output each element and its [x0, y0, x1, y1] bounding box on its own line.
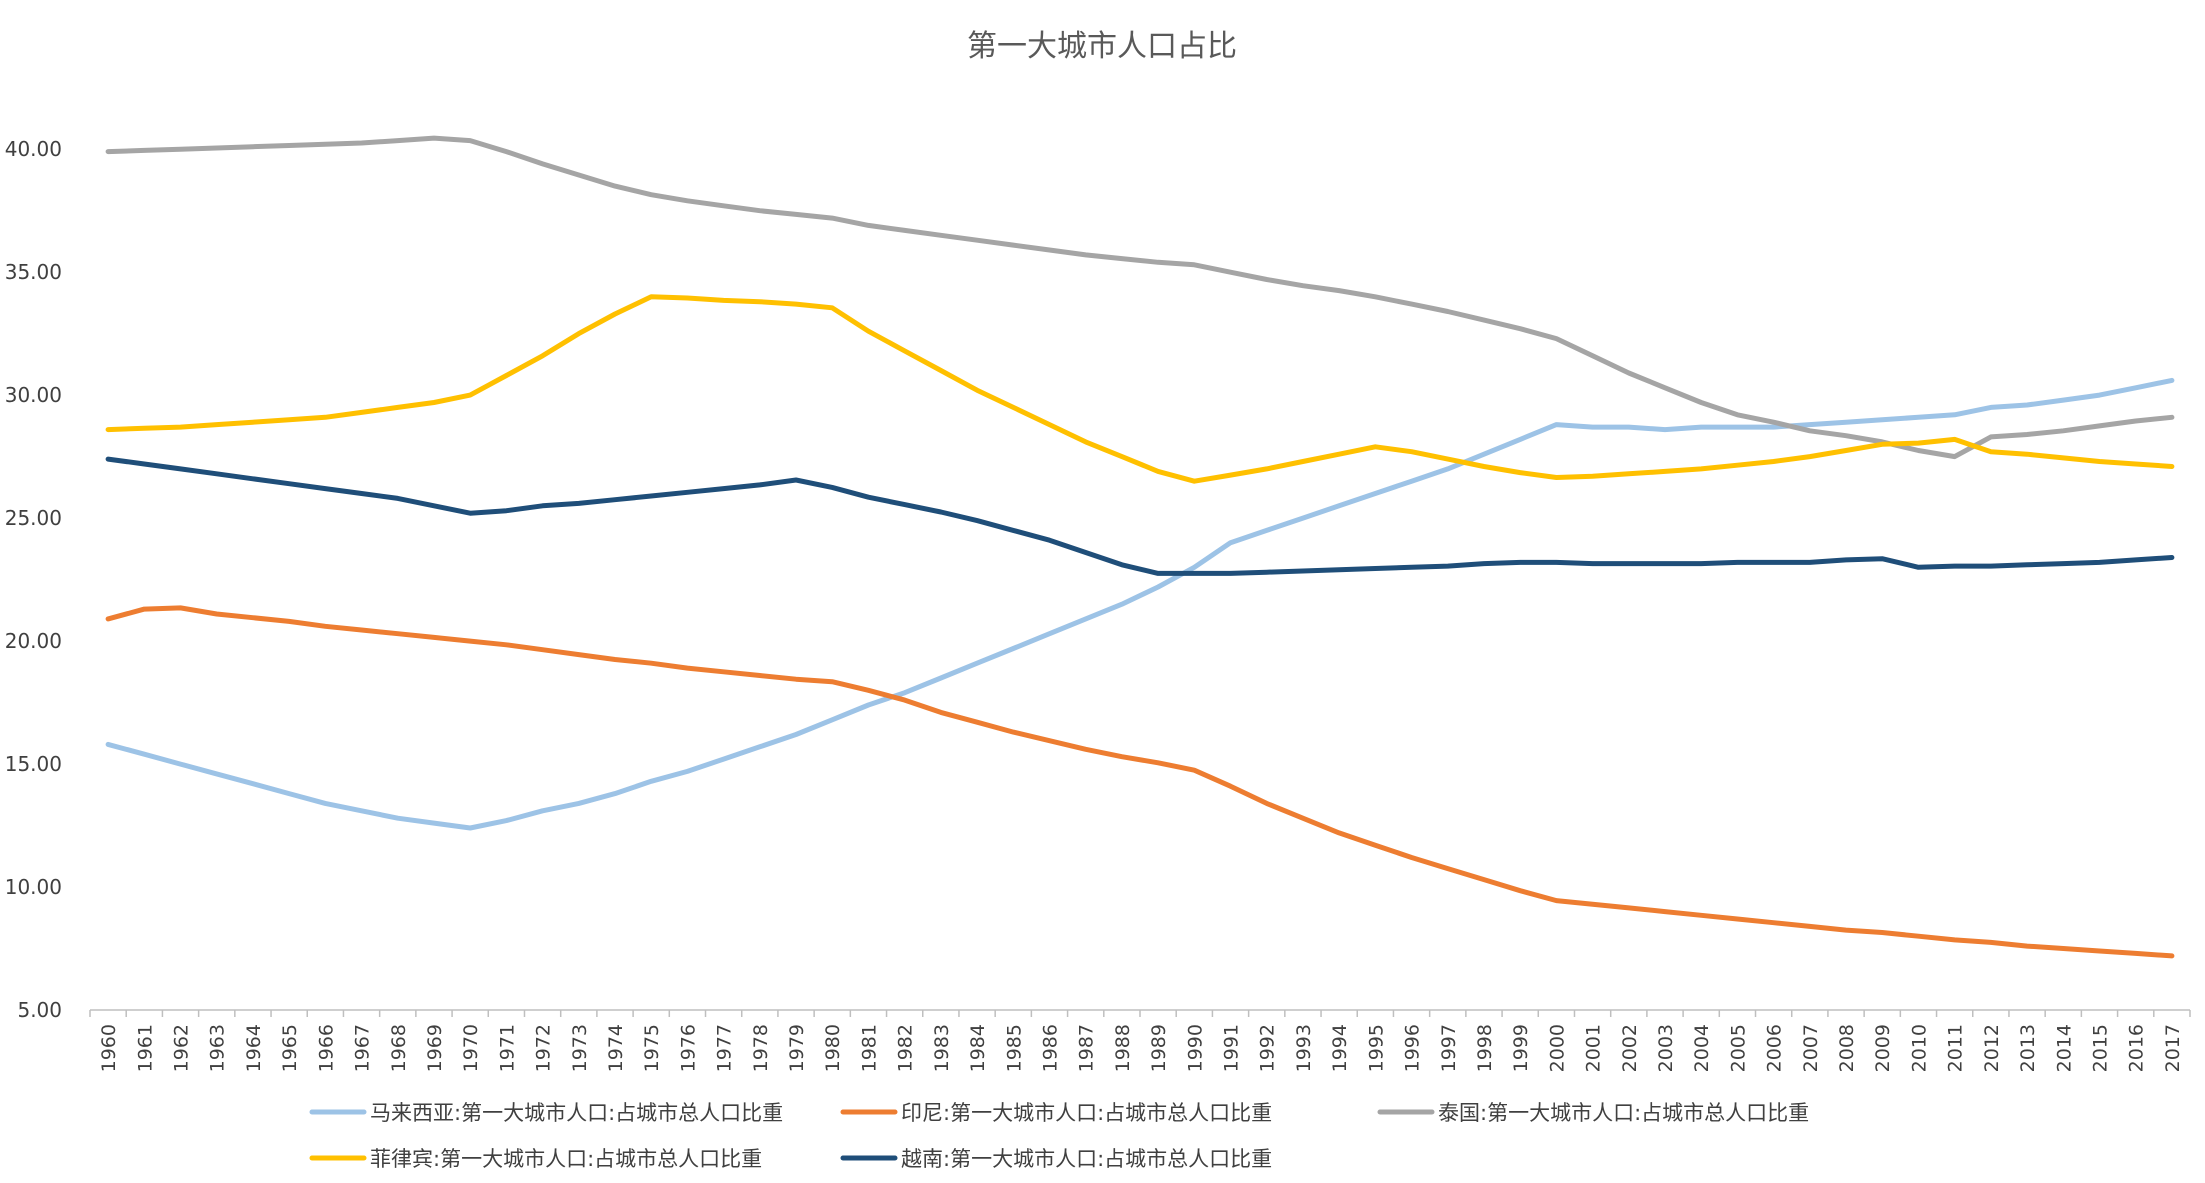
legend-label: 泰国:第一大城市人口:占城市总人口比重 — [1438, 1101, 1809, 1125]
x-tick-label: 1961 — [134, 1024, 156, 1072]
x-tick-label: 1980 — [822, 1024, 844, 1072]
legend-label: 印尼:第一大城市人口:占城市总人口比重 — [901, 1101, 1272, 1125]
x-tick-label: 2006 — [1764, 1024, 1786, 1072]
x-tick-label: 2000 — [1546, 1024, 1568, 1072]
x-tick-label: 2007 — [1800, 1024, 1822, 1072]
x-tick-label: 1960 — [98, 1024, 120, 1072]
x-tick-label: 2003 — [1655, 1024, 1677, 1072]
x-tick-label: 1984 — [967, 1024, 989, 1072]
y-tick-label: 20.00 — [5, 629, 62, 653]
x-tick-label: 2016 — [2126, 1024, 2148, 1072]
x-tick-label: 1992 — [1257, 1024, 1279, 1072]
x-axis: 1960 1961 1962 1963 1964 1965 1966 1967 1968 1969… — [89, 1009, 2191, 1072]
x-tick-label: 1983 — [931, 1024, 953, 1072]
x-tick-label: 2008 — [1836, 1024, 1858, 1072]
legend-label: 马来西亚:第一大城市人口:占城市总人口比重 — [370, 1101, 783, 1125]
x-tick-label: 1963 — [207, 1024, 229, 1072]
x-tick-label: 1969 — [424, 1024, 446, 1072]
x-tick-label: 1977 — [714, 1024, 736, 1072]
x-tick-label: 1987 — [1076, 1024, 1098, 1072]
legend-label: 菲律宾:第一大城市人口:占城市总人口比重 — [370, 1147, 762, 1171]
legend: 马来西亚:第一大城市人口:占城市总人口比重 印尼:第一大城市人口:占城市总人口比重… — [309, 1101, 1809, 1171]
x-tick-label: 1989 — [1148, 1024, 1170, 1072]
y-tick-label: 15.00 — [5, 752, 62, 776]
x-tick-label: 1999 — [1510, 1024, 1532, 1072]
x-tick-label: 1993 — [1293, 1024, 1315, 1072]
x-tick-label: 1995 — [1365, 1024, 1387, 1072]
y-axis: 5.00 10.00 15.00 20.00 25.00 30.00 35.00 40.00 — [5, 137, 62, 1022]
plot-area — [105, 135, 2175, 959]
x-tick-label: 1978 — [750, 1024, 772, 1072]
x-tick-label: 1965 — [279, 1024, 301, 1072]
x-tick-label: 2001 — [1583, 1024, 1605, 1072]
x-tick-label: 2004 — [1691, 1024, 1713, 1072]
x-tick-label: 1979 — [786, 1024, 808, 1072]
x-tick-label: 1982 — [895, 1024, 917, 1072]
x-tick-label: 2014 — [2053, 1024, 2075, 1072]
x-tick-label: 1970 — [460, 1024, 482, 1072]
x-tick-label: 1972 — [533, 1024, 555, 1072]
x-tick-label: 2013 — [2017, 1024, 2039, 1072]
x-tick-label: 1986 — [1039, 1024, 1061, 1072]
y-tick-label: 30.00 — [5, 383, 62, 407]
series-line-5 — [105, 456, 2175, 576]
legend-label: 越南:第一大城市人口:占城市总人口比重 — [901, 1147, 1272, 1171]
x-tick-label: 1988 — [1112, 1024, 1134, 1072]
x-tick-label: 1996 — [1402, 1024, 1424, 1072]
x-tick-label: 1968 — [388, 1024, 410, 1072]
y-tick-label: 5.00 — [17, 998, 62, 1022]
y-tick-label: 35.00 — [5, 260, 62, 284]
series-line-2 — [105, 605, 2175, 959]
x-tick-label: 2005 — [1727, 1024, 1749, 1072]
x-tick-label: 1994 — [1329, 1024, 1351, 1072]
x-tick-label: 2015 — [2089, 1024, 2111, 1072]
x-tick-label: 2011 — [1945, 1024, 1967, 1072]
x-tick-label: 1964 — [243, 1024, 265, 1072]
x-tick-label: 2009 — [1872, 1024, 1894, 1072]
x-tick-label: 2010 — [1908, 1024, 1930, 1072]
x-tick-label: 1991 — [1221, 1024, 1243, 1072]
chart-title: 第一大城市人口占比 — [967, 29, 1237, 64]
x-tick-label: 1976 — [677, 1024, 699, 1072]
series-line-4 — [105, 294, 2175, 484]
x-tick-label: 1971 — [496, 1024, 518, 1072]
x-tick-label: 1962 — [171, 1024, 193, 1072]
y-tick-label: 40.00 — [5, 137, 62, 161]
series-line-1 — [105, 377, 2175, 831]
x-tick-label: 1975 — [641, 1024, 663, 1072]
x-tick-label: 1985 — [1003, 1024, 1025, 1072]
x-tick-label: 1973 — [569, 1024, 591, 1072]
x-tick-label: 2002 — [1619, 1024, 1641, 1072]
x-tick-label: 1967 — [352, 1024, 374, 1072]
y-tick-label: 25.00 — [5, 506, 62, 530]
x-tick-label: 1997 — [1438, 1024, 1460, 1072]
x-tick-label: 2017 — [2162, 1024, 2184, 1072]
x-tick-label: 1966 — [315, 1024, 337, 1072]
x-tick-label: 1974 — [605, 1024, 627, 1072]
x-tick-label: 1981 — [858, 1024, 880, 1072]
y-tick-label: 10.00 — [5, 875, 62, 899]
x-tick-label: 2012 — [1981, 1024, 2003, 1072]
x-tick-label: 1998 — [1474, 1024, 1496, 1072]
x-tick-label: 1990 — [1184, 1024, 1206, 1072]
series-line-3 — [105, 135, 2175, 460]
